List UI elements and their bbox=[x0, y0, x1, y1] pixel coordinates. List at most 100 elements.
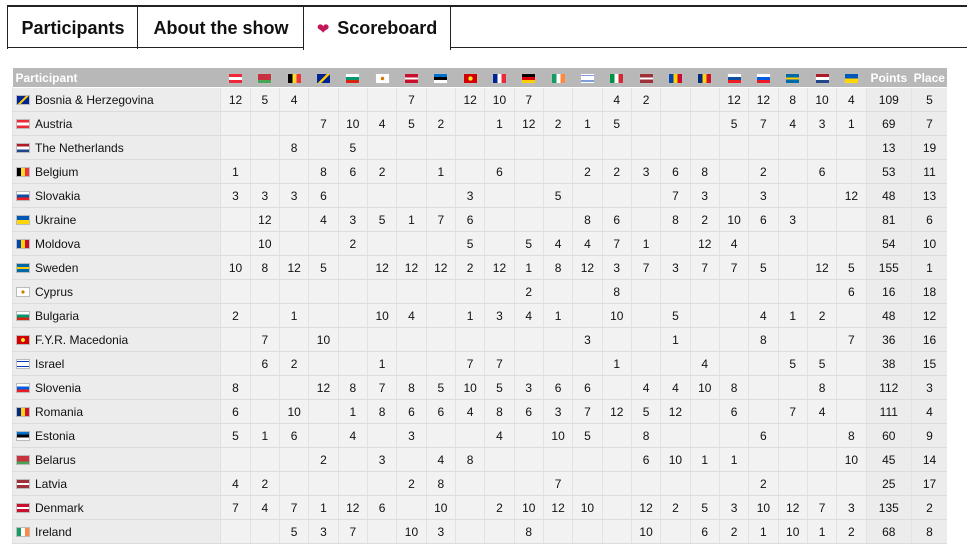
score-cell bbox=[484, 327, 515, 352]
participant-name: Estonia bbox=[35, 428, 76, 443]
score-cell bbox=[689, 135, 720, 160]
score-cell bbox=[630, 303, 661, 328]
score-cell bbox=[836, 375, 867, 400]
column-header-il bbox=[572, 68, 603, 88]
score-cell bbox=[396, 279, 427, 304]
score-cell bbox=[601, 447, 632, 472]
score-cell: 8 bbox=[308, 159, 339, 184]
score-cell bbox=[542, 447, 573, 472]
score-cell: 12 bbox=[513, 111, 544, 136]
flag-icon-md bbox=[667, 72, 683, 84]
flag-icon-il bbox=[579, 72, 595, 84]
participant-name: Ireland bbox=[35, 524, 72, 539]
flag-icon-sk bbox=[16, 191, 30, 202]
score-cell bbox=[396, 495, 427, 520]
score-cell: 12 bbox=[278, 255, 309, 280]
score-cell: 7 bbox=[748, 111, 779, 136]
score-cell: 1 bbox=[777, 303, 808, 328]
flag-icon-by bbox=[257, 72, 273, 84]
score-cell: 12 bbox=[630, 495, 661, 520]
score-cell bbox=[513, 327, 544, 352]
score-cell: 5 bbox=[601, 111, 632, 136]
score-cell bbox=[777, 375, 808, 400]
flag-icon-at bbox=[227, 72, 243, 84]
tab-participants[interactable]: Participants bbox=[7, 7, 138, 49]
participant-name: Bosnia & Herzegovina bbox=[35, 92, 154, 107]
score-cell bbox=[308, 279, 339, 304]
score-cell bbox=[278, 207, 309, 232]
score-cell: 10 bbox=[249, 231, 280, 256]
score-cell bbox=[836, 399, 867, 424]
table-row: Estonia 5 1 6 4 3 4 10 5 8 6 8 60 9 bbox=[11, 423, 947, 448]
score-cell bbox=[601, 423, 632, 448]
score-cell: 8 bbox=[220, 375, 251, 400]
score-cell: 6 bbox=[689, 519, 720, 544]
score-cell bbox=[572, 183, 603, 208]
score-cell bbox=[308, 471, 339, 496]
score-cell bbox=[484, 519, 515, 544]
participant-cell: Bulgaria bbox=[11, 303, 221, 328]
score-cell: 6 bbox=[366, 495, 397, 520]
column-header-ie bbox=[543, 68, 573, 88]
score-cell: 2 bbox=[484, 495, 515, 520]
score-cell: 6 bbox=[806, 159, 837, 184]
tab-scoreboard[interactable]: ❤ Scoreboard bbox=[303, 7, 451, 50]
score-cell: 5 bbox=[630, 399, 661, 424]
score-cell: 5 bbox=[425, 375, 456, 400]
score-cell: 3 bbox=[572, 327, 603, 352]
score-cell: 6 bbox=[748, 423, 779, 448]
flag-icon-se bbox=[785, 72, 801, 84]
score-cell bbox=[425, 303, 456, 328]
score-cell bbox=[308, 423, 339, 448]
flag-icon-mk bbox=[16, 335, 30, 346]
score-cell: 6 bbox=[337, 159, 368, 184]
score-cell bbox=[308, 351, 339, 376]
score-cell: 3 bbox=[660, 255, 691, 280]
score-cell bbox=[220, 279, 251, 304]
score-cell: 6 bbox=[425, 399, 456, 424]
table-row: Slovenia 8 12 8 7 8 5 10 5 3 6 6 4 4 10 8 8 112 3 bbox=[11, 375, 947, 400]
score-cell bbox=[806, 447, 837, 472]
score-cell: 1 bbox=[366, 351, 397, 376]
participant-cell: Sweden bbox=[11, 255, 221, 280]
score-cell bbox=[660, 351, 691, 376]
score-cell: 4 bbox=[748, 303, 779, 328]
points-cell: 53 bbox=[865, 159, 912, 184]
score-cell bbox=[542, 159, 573, 184]
score-cell bbox=[278, 327, 309, 352]
place-cell: 10 bbox=[911, 231, 947, 256]
score-cell: 4 bbox=[542, 231, 573, 256]
score-cell: 8 bbox=[278, 135, 309, 160]
score-cell: 2 bbox=[630, 87, 661, 112]
table-row: Israel 6 2 1 7 7 1 4 5 5 38 15 bbox=[11, 351, 947, 376]
score-cell bbox=[337, 279, 368, 304]
score-cell bbox=[249, 375, 280, 400]
place-cell: 1 bbox=[911, 255, 947, 280]
tab-about-the-show[interactable]: About the show bbox=[137, 7, 304, 49]
score-cell bbox=[513, 159, 544, 184]
score-cell: 7 bbox=[220, 495, 251, 520]
score-cell: 1 bbox=[278, 303, 309, 328]
score-cell: 12 bbox=[806, 255, 837, 280]
participant-cell: Moldova bbox=[11, 231, 221, 256]
score-cell: 10 bbox=[337, 111, 368, 136]
score-cell: 5 bbox=[220, 423, 251, 448]
score-cell: 7 bbox=[396, 87, 427, 112]
participant-cell: Ireland bbox=[11, 519, 221, 544]
place-cell: 4 bbox=[911, 399, 947, 424]
score-cell: 10 bbox=[484, 87, 515, 112]
score-cell bbox=[366, 327, 397, 352]
place-cell: 9 bbox=[911, 423, 947, 448]
score-cell: 1 bbox=[718, 447, 749, 472]
score-cell bbox=[689, 423, 720, 448]
score-cell: 3 bbox=[220, 183, 251, 208]
score-cell: 5 bbox=[718, 111, 749, 136]
place-cell: 19 bbox=[911, 135, 947, 160]
score-cell bbox=[366, 279, 397, 304]
score-cell: 7 bbox=[484, 351, 515, 376]
tab-about-label: About the show bbox=[153, 17, 289, 38]
score-cell: 7 bbox=[454, 351, 485, 376]
participant-cell: Israel bbox=[11, 351, 221, 376]
column-header-be bbox=[279, 68, 309, 88]
score-cell bbox=[454, 327, 485, 352]
